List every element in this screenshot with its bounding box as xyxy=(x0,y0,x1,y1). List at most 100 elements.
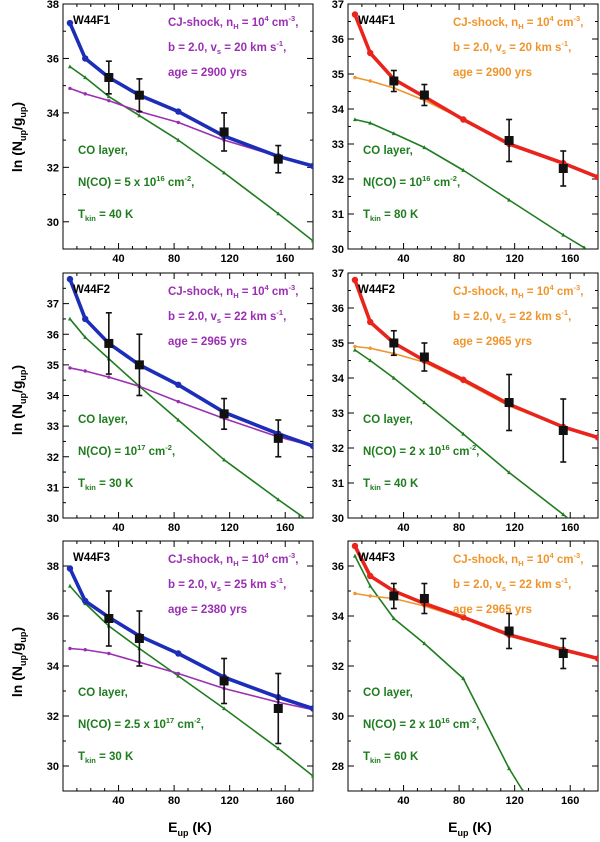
shock-model-point xyxy=(353,591,357,596)
co-model-line xyxy=(69,585,313,777)
total-model-line xyxy=(68,567,313,711)
co-annotation-line2: N(CO) = 5 x 1016 cm-2, xyxy=(78,174,194,189)
x-tick-label: 120 xyxy=(220,795,238,807)
total-model-point xyxy=(460,116,467,123)
y-tick-label: 30 xyxy=(47,761,59,773)
svg-text:ln (Nup/gup): ln (Nup/gup) xyxy=(9,102,28,172)
co-model-point xyxy=(67,64,72,69)
shock-annotation-line3: age = 2965 yrs xyxy=(453,336,532,348)
x-tick-label: 120 xyxy=(505,795,523,807)
co-model-point xyxy=(311,773,313,778)
total-model-point xyxy=(66,565,74,572)
total-model-point xyxy=(175,381,182,388)
x-tick-label: 160 xyxy=(276,795,294,807)
co-model-point xyxy=(222,170,227,175)
co-model-point xyxy=(83,75,88,80)
observed-point xyxy=(389,76,399,86)
y-axis-title-row2: ln (Nup/gup) xyxy=(9,365,28,435)
y-tick-label: 31 xyxy=(47,482,59,494)
total-model-line xyxy=(353,13,598,179)
panel-title: W44F2 xyxy=(358,284,395,296)
observed-point xyxy=(219,127,229,137)
co-annotation-line3: Tkin = 40 K xyxy=(363,478,419,492)
shock-annotation-line2: b = 2.0, vs = 22 km s-1, xyxy=(168,308,286,325)
co-annotation-line2: N(CO) = 1016 cm-2, xyxy=(363,174,460,189)
total-model-line xyxy=(353,279,598,440)
shock-model-point xyxy=(176,120,180,125)
total-model-point xyxy=(66,19,74,27)
x-axis-title-right: Eup (K) xyxy=(448,819,492,838)
co-model-point xyxy=(311,522,315,526)
co-model-point xyxy=(507,470,512,475)
y-tick-label: 34 xyxy=(47,391,60,403)
y-tick-label: 37 xyxy=(332,0,344,11)
total-model-point xyxy=(351,276,359,284)
x-tick-label: 80 xyxy=(168,795,180,807)
x-tick-label: 40 xyxy=(397,795,409,807)
co-model-point xyxy=(176,673,181,678)
y-tick-label: 38 xyxy=(47,0,59,11)
y-tick-label: 35 xyxy=(332,338,344,350)
co-model-point xyxy=(137,113,142,118)
shock-annotation-line3: age = 2965 yrs xyxy=(168,336,247,348)
x-tick-label: 160 xyxy=(276,253,294,265)
observed-point xyxy=(389,338,399,348)
y-tick-label: 34 xyxy=(47,108,60,120)
chart-panel-6: 40 80 120 160 28 30 32 34 36 W44F3 CJ-shock, nH = … xyxy=(332,540,599,807)
observed-point xyxy=(558,426,568,435)
plot-area xyxy=(351,11,598,249)
observed-point xyxy=(104,338,114,348)
co-annotation-line3: Tkin = 30 K xyxy=(78,478,134,492)
y-tick-label: 34 xyxy=(332,104,345,116)
plot-area xyxy=(66,275,315,526)
x-tick-label: 160 xyxy=(276,522,294,534)
svg-text:ln (Nup/gup): ln (Nup/gup) xyxy=(9,627,28,697)
total-model-point xyxy=(66,275,74,283)
shock-model-point xyxy=(107,98,111,103)
y-tick-label: 34 xyxy=(332,611,345,623)
total-model-point xyxy=(351,11,359,18)
co-annotation-line1: CO layer, xyxy=(363,687,413,699)
co-model-point xyxy=(311,238,313,243)
plot-area xyxy=(66,565,313,778)
co-annotation-line3: Tkin = 80 K xyxy=(363,209,419,223)
shock-annotation-line1: CJ-shock, nH = 104 cm-3, xyxy=(168,283,298,300)
shock-model-point xyxy=(368,79,372,83)
x-tick-label: 40 xyxy=(397,253,409,265)
total-model-point xyxy=(367,318,374,326)
co-model-point xyxy=(67,316,72,321)
x-tick-label: 40 xyxy=(112,253,124,265)
co-annotation-line1: CO layer, xyxy=(78,687,128,699)
total-model-point xyxy=(367,49,374,57)
x-tick-label: 80 xyxy=(168,253,180,265)
x-tick-label: 160 xyxy=(561,795,579,807)
chart-panel-2: 40 80 120 160 30 31 32 33 34 35 36 37 W44F1 CJ-shock,… xyxy=(332,0,599,265)
y-tick-label: 35 xyxy=(47,360,59,372)
shock-annotation-line3: age = 2900 yrs xyxy=(453,67,532,79)
co-model-point xyxy=(521,788,525,791)
shock-model-point xyxy=(107,651,111,656)
co-model-point xyxy=(391,616,396,621)
observed-point xyxy=(389,591,399,601)
x-tick-label: 160 xyxy=(561,253,579,265)
observed-point xyxy=(104,73,114,82)
co-annotation-line2: N(CO) = 2 x 1016 cm-2, xyxy=(363,443,479,458)
x-tick-label: 40 xyxy=(397,522,409,534)
y-tick-label: 30 xyxy=(332,711,344,723)
y-tick-label: 34 xyxy=(332,373,345,385)
y-tick-label: 32 xyxy=(47,452,59,464)
co-model-line xyxy=(69,318,306,518)
co-model-point xyxy=(368,358,373,363)
co-model-point xyxy=(276,497,281,502)
y-tick-label: 33 xyxy=(332,408,344,420)
y-tick-label: 33 xyxy=(47,421,59,433)
y-tick-label: 35 xyxy=(332,69,344,81)
shock-annotation-line2: b = 2.0, vs = 20 km s-1, xyxy=(453,39,571,56)
panel-title: W44F1 xyxy=(358,15,396,27)
y-tick-label: 36 xyxy=(332,303,344,315)
co-model-point xyxy=(422,641,427,646)
shock-model-point xyxy=(107,375,111,379)
observed-point xyxy=(104,614,114,623)
y-tick-label: 30 xyxy=(47,217,59,229)
co-model-point xyxy=(422,145,427,150)
